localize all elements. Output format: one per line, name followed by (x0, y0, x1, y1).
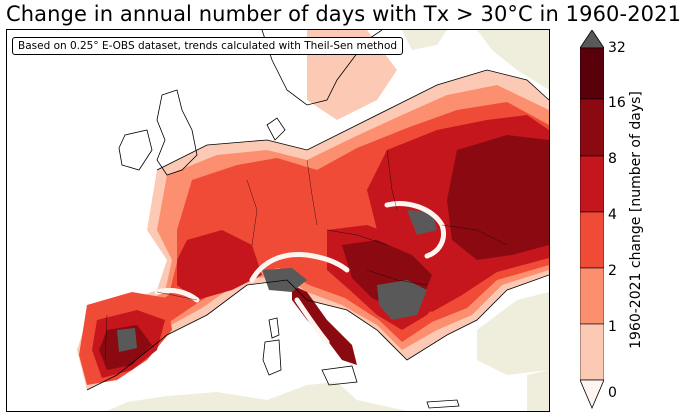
border-es-pt (104, 314, 108, 361)
france-darkred (177, 230, 262, 300)
carpathians-grey (407, 210, 437, 235)
country-borders (104, 149, 508, 361)
sicily-coast (321, 365, 358, 386)
italy-darkred (292, 285, 357, 365)
map-title: Change in annual number of days with Tx … (6, 2, 682, 26)
corsica-coast (268, 317, 280, 339)
land-middle-east (527, 370, 549, 411)
colorbar-segment-16-32 (580, 47, 604, 100)
colorbar-tick-1: 1 (608, 319, 617, 335)
border-ro-ua (441, 224, 508, 246)
colorbar-tick-8: 8 (608, 151, 617, 167)
continental-coast (156, 69, 549, 171)
ireland-coast (118, 129, 153, 171)
alps-arc (249, 251, 350, 283)
mountain-whitish-areas (154, 201, 446, 345)
land-north-africa (107, 382, 407, 411)
colorbar-segment-8-16 (580, 98, 604, 157)
border-es-fr (156, 291, 198, 301)
border-at-hu (326, 229, 388, 246)
sardinia-coast (262, 339, 282, 376)
colorbar-top-extension (580, 30, 604, 49)
colorbar-tick-4: 4 (608, 207, 617, 223)
ukraine-darkest (447, 135, 549, 260)
dataset-note: Based on 0.25° E-OBS dataset, trends cal… (12, 37, 404, 55)
colorbar-segment-0-1 (580, 323, 604, 381)
border-de-pl (306, 159, 318, 226)
colorbar-tick-32: 32 (608, 40, 626, 56)
colorbar-tick-2: 2 (608, 263, 617, 279)
land-arctic-edge (402, 30, 447, 50)
land-north-east (477, 30, 549, 90)
europe-map (77, 30, 549, 411)
colorbar-tick-16: 16 (608, 95, 626, 111)
colorbar-segment-4-8 (580, 155, 604, 213)
crete-coast (426, 399, 460, 409)
colorbar-tick-0: 0 (608, 385, 617, 401)
apennines-line (294, 297, 330, 345)
border-pl-ua (386, 149, 398, 211)
non-data-land (107, 30, 549, 411)
great-britain-coast (156, 89, 198, 176)
colorbar-bottom-extension (580, 379, 604, 410)
border-balkans (366, 269, 428, 286)
denmark-coast (266, 117, 286, 141)
border-fr-de (246, 179, 258, 246)
no-data-areas (117, 210, 437, 352)
coastlines (86, 30, 549, 409)
carpathian-arc (384, 201, 446, 259)
pyrenees-line (154, 287, 200, 303)
colorbar-segment-2-4 (580, 211, 604, 269)
balkans-grey (377, 280, 427, 320)
map-panel (6, 29, 550, 412)
iberia-grey (117, 328, 137, 352)
land-turkey (477, 292, 549, 375)
colorbar-segment-1-2 (580, 267, 604, 325)
mediterranean-coast (86, 274, 549, 391)
colorbar (580, 30, 604, 410)
colorbar-label-text: 1960-2021 change [number of days] (628, 91, 644, 349)
